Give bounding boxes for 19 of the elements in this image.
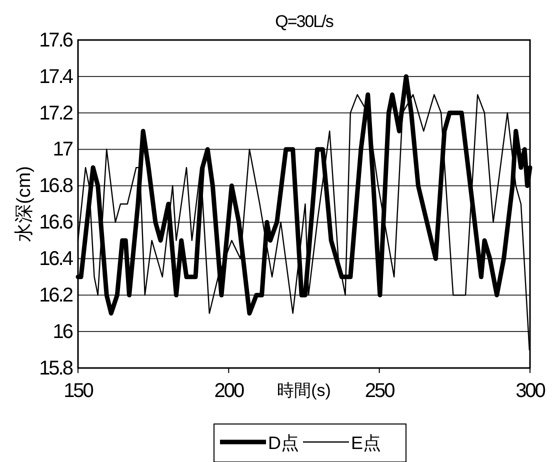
legend-label: E点 (351, 433, 382, 453)
y-tick-label: 17 (52, 138, 74, 161)
x-tick-label: 200 (214, 380, 244, 402)
y-tick-label: 16.2 (39, 284, 74, 307)
x-tick-label: 300 (516, 380, 546, 402)
chart-title: Q=30L/s (275, 12, 334, 31)
x-axis-title: 時間(s) (277, 381, 331, 400)
y-tick-label: 16.6 (39, 212, 74, 234)
y-axis-title: 水深(cm) (14, 166, 35, 242)
y-tick-label: 16.8 (39, 175, 74, 198)
x-tick-label: 150 (64, 380, 94, 402)
y-tick-label: 17.4 (39, 66, 74, 88)
y-tick-label: 15.8 (39, 357, 74, 380)
y-tick-label: 17.2 (39, 102, 74, 124)
y-tick-label: 17.6 (39, 29, 74, 52)
x-tick-label: 250 (364, 380, 396, 402)
legend-label: D点 (268, 433, 299, 453)
y-tick-label: 16 (52, 320, 74, 343)
y-tick-label: 16.4 (39, 248, 74, 270)
